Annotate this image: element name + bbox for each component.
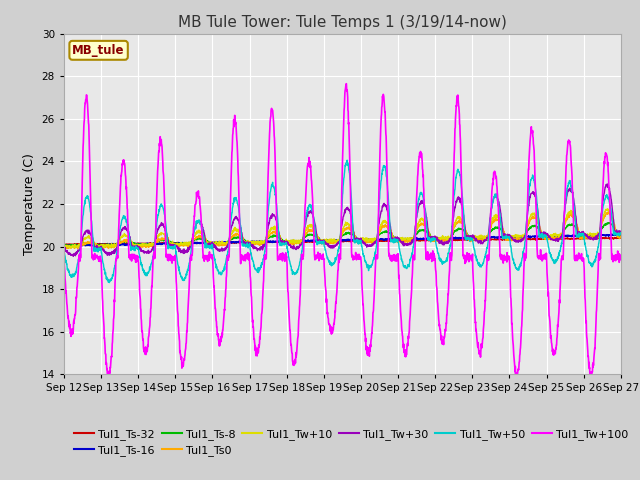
Tul1_Tw+50 [343, 157, 351, 163]
Tul1_Ts-16 [584, 232, 591, 238]
Tul1_Ts0 [504, 237, 512, 243]
Tul1_Tw+30 [70, 253, 77, 259]
Tul1_Tw+50 [568, 189, 576, 195]
Tul1_Tw+30 [617, 229, 625, 235]
Line: Tul1_Ts-8: Tul1_Ts-8 [64, 223, 621, 246]
Tul1_Ts-32 [371, 238, 379, 244]
Line: Tul1_Ts-32: Tul1_Ts-32 [64, 237, 621, 245]
Tul1_Ts-16 [60, 243, 68, 249]
Tul1_Ts-8 [61, 243, 68, 249]
Tul1_Ts-32 [359, 238, 367, 244]
Tul1_Tw+50 [60, 247, 68, 252]
Tul1_Ts-8 [568, 221, 575, 227]
Tul1_Tw+10 [68, 245, 76, 251]
Tul1_Ts-8 [371, 237, 379, 243]
Tul1_Ts-8 [359, 238, 367, 244]
Tul1_Ts-32 [504, 236, 512, 242]
Tul1_Tw+100 [504, 255, 512, 261]
Tul1_Tw+100 [617, 257, 625, 263]
Tul1_Tw+30 [604, 181, 611, 187]
Tul1_Ts-32 [216, 240, 223, 246]
Tul1_Ts-16 [504, 234, 512, 240]
Tul1_Ts0 [617, 234, 625, 240]
Tul1_Tw+100 [584, 340, 591, 346]
Tul1_Tw+100 [359, 294, 367, 300]
Tul1_Tw+30 [568, 189, 575, 194]
Tul1_Ts-32 [617, 234, 625, 240]
Tul1_Tw+100 [342, 81, 350, 86]
Tul1_Ts-8 [504, 236, 512, 242]
Tul1_Tw+30 [216, 249, 223, 254]
Tul1_Tw+50 [371, 252, 379, 257]
Tul1_Tw+30 [359, 238, 367, 244]
Line: Tul1_Tw+30: Tul1_Tw+30 [64, 184, 621, 256]
Tul1_Ts0 [93, 246, 101, 252]
Tul1_Ts-8 [216, 240, 223, 246]
Tul1_Ts0 [568, 213, 575, 219]
Legend: Tul1_Ts-32, Tul1_Ts-16, Tul1_Ts-8, Tul1_Ts0, Tul1_Tw+10, Tul1_Tw+30, Tul1_Tw+50,: Tul1_Ts-32, Tul1_Ts-16, Tul1_Ts-8, Tul1_… [70, 424, 633, 460]
Tul1_Ts0 [359, 239, 367, 245]
Tul1_Ts-32 [584, 236, 591, 241]
Tul1_Tw+50 [584, 254, 591, 260]
Tul1_Ts-16 [216, 240, 223, 246]
Tul1_Tw+100 [371, 279, 379, 285]
Tul1_Ts-32 [60, 242, 68, 248]
Tul1_Tw+30 [584, 234, 591, 240]
Tul1_Tw+10 [371, 236, 379, 241]
Tul1_Tw+30 [371, 240, 379, 246]
Tul1_Ts-32 [568, 236, 575, 242]
Tul1_Tw+50 [106, 280, 113, 286]
Tul1_Ts-8 [605, 220, 612, 226]
Tul1_Tw+100 [60, 251, 68, 256]
Line: Tul1_Tw+50: Tul1_Tw+50 [64, 160, 621, 283]
Tul1_Tw+10 [359, 236, 367, 242]
Tul1_Tw+50 [617, 230, 625, 236]
Line: Tul1_Tw+10: Tul1_Tw+10 [64, 209, 621, 248]
Tul1_Ts-16 [568, 234, 575, 240]
Tul1_Ts0 [605, 209, 613, 215]
Tul1_Tw+100 [588, 375, 595, 381]
Tul1_Ts0 [60, 245, 68, 251]
Line: Tul1_Ts0: Tul1_Ts0 [64, 212, 621, 249]
Tul1_Ts-16 [617, 232, 625, 238]
Tul1_Ts0 [216, 241, 223, 247]
Tul1_Tw+100 [568, 169, 575, 175]
Tul1_Ts-16 [67, 243, 75, 249]
Tul1_Tw+10 [604, 206, 611, 212]
Tul1_Tw+10 [504, 232, 512, 238]
Line: Tul1_Ts-16: Tul1_Ts-16 [64, 234, 621, 246]
Tul1_Ts-32 [617, 235, 625, 240]
Tul1_Ts-16 [371, 237, 379, 242]
Tul1_Ts-32 [78, 242, 86, 248]
Tul1_Tw+50 [505, 234, 513, 240]
Tul1_Tw+10 [568, 210, 575, 216]
Tul1_Tw+30 [60, 246, 68, 252]
Tul1_Tw+10 [60, 243, 68, 249]
Tul1_Tw+50 [216, 270, 223, 276]
Line: Tul1_Tw+100: Tul1_Tw+100 [64, 84, 621, 378]
Tul1_Tw+100 [216, 343, 223, 348]
Tul1_Tw+10 [617, 232, 625, 238]
Y-axis label: Temperature (C): Temperature (C) [23, 153, 36, 255]
Text: MB_tule: MB_tule [72, 44, 125, 57]
Tul1_Tw+10 [584, 231, 591, 237]
Tul1_Ts-16 [614, 231, 622, 237]
Tul1_Ts-8 [584, 235, 591, 240]
Tul1_Ts-8 [60, 243, 68, 249]
Tul1_Tw+10 [216, 240, 223, 245]
Tul1_Ts0 [584, 236, 591, 241]
Tul1_Ts-8 [617, 234, 625, 240]
Tul1_Tw+50 [359, 251, 367, 257]
Tul1_Ts0 [371, 239, 379, 245]
Tul1_Ts-16 [359, 237, 367, 242]
Title: MB Tule Tower: Tule Temps 1 (3/19/14-now): MB Tule Tower: Tule Temps 1 (3/19/14-now… [178, 15, 507, 30]
Tul1_Tw+30 [504, 234, 512, 240]
